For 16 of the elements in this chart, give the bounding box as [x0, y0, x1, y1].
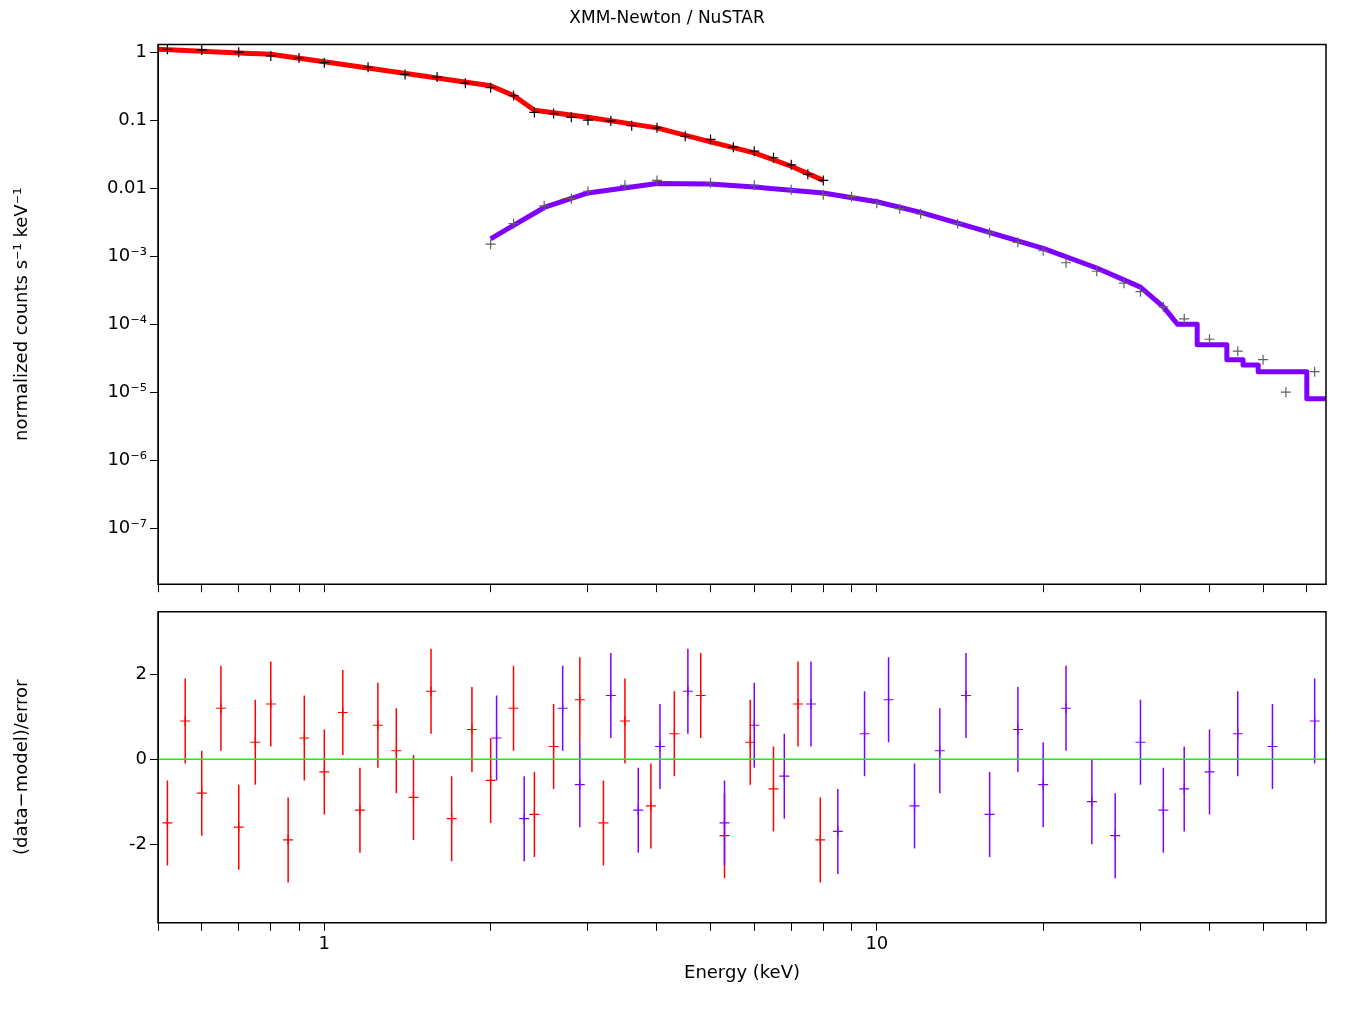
y-tick-label: 10⁻⁶	[107, 447, 147, 469]
y-tick-label: 2	[135, 661, 147, 683]
y-tick-label: 1	[135, 39, 147, 61]
chart-title: XMM-Newton / NuSTAR	[569, 6, 765, 27]
x-tick-label: 10	[865, 932, 889, 954]
y-tick-label: 0.01	[106, 175, 147, 197]
y-tick-label: 10⁻⁴	[107, 311, 147, 333]
y-axis-title: normalized counts s⁻¹ keV⁻¹	[10, 187, 32, 441]
y-tick-label: 10⁻⁵	[107, 379, 147, 401]
y-tick-label: -2	[129, 831, 147, 853]
y-tick-label: 0	[135, 746, 147, 768]
y-tick-label: 0.1	[118, 107, 147, 129]
y-tick-label: 10⁻⁷	[107, 515, 147, 537]
y-tick-label: 10⁻³	[107, 243, 147, 265]
x-axis-title: Energy (keV)	[684, 960, 800, 982]
y-axis-title: (data−model)/error	[10, 679, 32, 855]
